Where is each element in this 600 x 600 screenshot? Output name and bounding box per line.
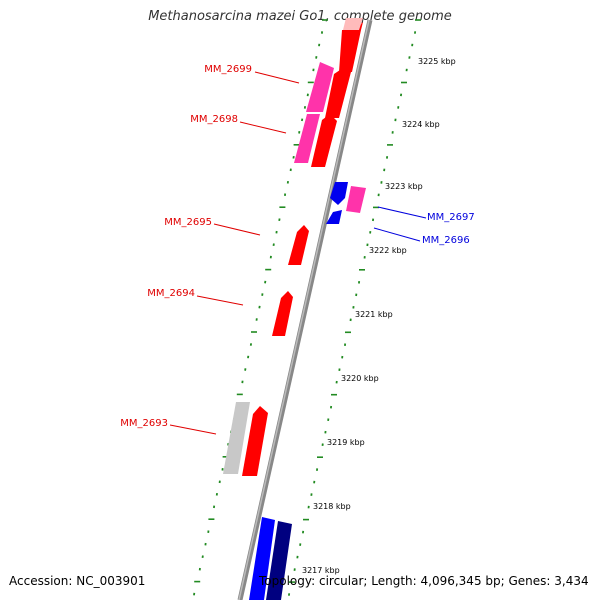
gene-label-mm2694[interactable]: MM_2694 [147,288,195,299]
ruler-label-3220: 3220 kbp [341,374,379,383]
callout-mm2693 [169,424,217,435]
feature-mm2694-cds[interactable] [272,291,293,336]
feature-top-red[interactable] [339,22,363,72]
tick-rails [193,19,421,596]
gene-label-mm2693[interactable]: MM_2693 [120,418,168,429]
callout-mm2695 [213,223,261,236]
feature-top-red-fade [343,18,363,30]
gene-features [223,18,366,600]
feature-mm2693-cds[interactable] [242,406,268,476]
ruler-labels: 3225 kbp 3224 kbp 3223 kbp 3222 kbp 3221… [302,57,456,575]
feature-mm2693-pseudo[interactable] [223,402,250,474]
feature-mm2697-rna[interactable] [346,186,366,213]
callout-mm2694 [196,295,244,306]
callout-mm2698 [239,121,287,134]
ruler-label-3217: 3217 kbp [302,566,340,575]
genome-summary-text: Topology: circular; Length: 4,096,345 bp… [259,574,589,588]
callout-mm2696 [373,227,421,242]
accession-text: Accession: NC_003901 [9,574,146,588]
feature-mm2698-cds[interactable] [311,114,337,167]
gene-label-mm2697[interactable]: MM_2697 [427,212,475,223]
ruler-label-3224: 3224 kbp [402,120,440,129]
gene-label-mm2695[interactable]: MM_2695 [164,217,212,228]
ruler-label-3225: 3225 kbp [418,57,456,66]
ruler-label-3221: 3221 kbp [355,310,393,319]
gene-callouts [169,71,427,435]
feature-bottom-blue[interactable] [249,517,275,600]
feature-bottom-navy[interactable] [266,521,292,600]
feature-mm2695-cds[interactable] [288,225,309,265]
backbone-highlight [238,19,370,600]
ruler-label-3223: 3223 kbp [385,182,423,191]
ruler-label-3219: 3219 kbp [327,438,365,447]
gene-label-mm2696[interactable]: MM_2696 [422,235,470,246]
ruler-label-3218: 3218 kbp [313,502,351,511]
feature-mm2698-rna[interactable] [294,114,320,163]
feature-mm2699-cds[interactable] [325,68,351,118]
map-title: Methanosarcina mazei Go1, complete genom… [148,9,452,24]
ruler-label-3222: 3222 kbp [369,246,407,255]
callout-mm2699 [254,71,300,84]
gene-label-mm2699[interactable]: MM_2699 [204,64,252,75]
gene-label-mm2698[interactable]: MM_2698 [190,114,238,125]
feature-mm2696-rev[interactable] [326,210,342,224]
callout-mm2697 [377,206,427,219]
gene-labels: MM_2699 MM_2698 MM_2695 MM_2694 MM_2693 … [120,64,474,429]
backbone-line [237,19,373,600]
feature-mm2697-rev[interactable] [330,182,348,205]
feature-mm2699-rna[interactable] [306,62,334,112]
